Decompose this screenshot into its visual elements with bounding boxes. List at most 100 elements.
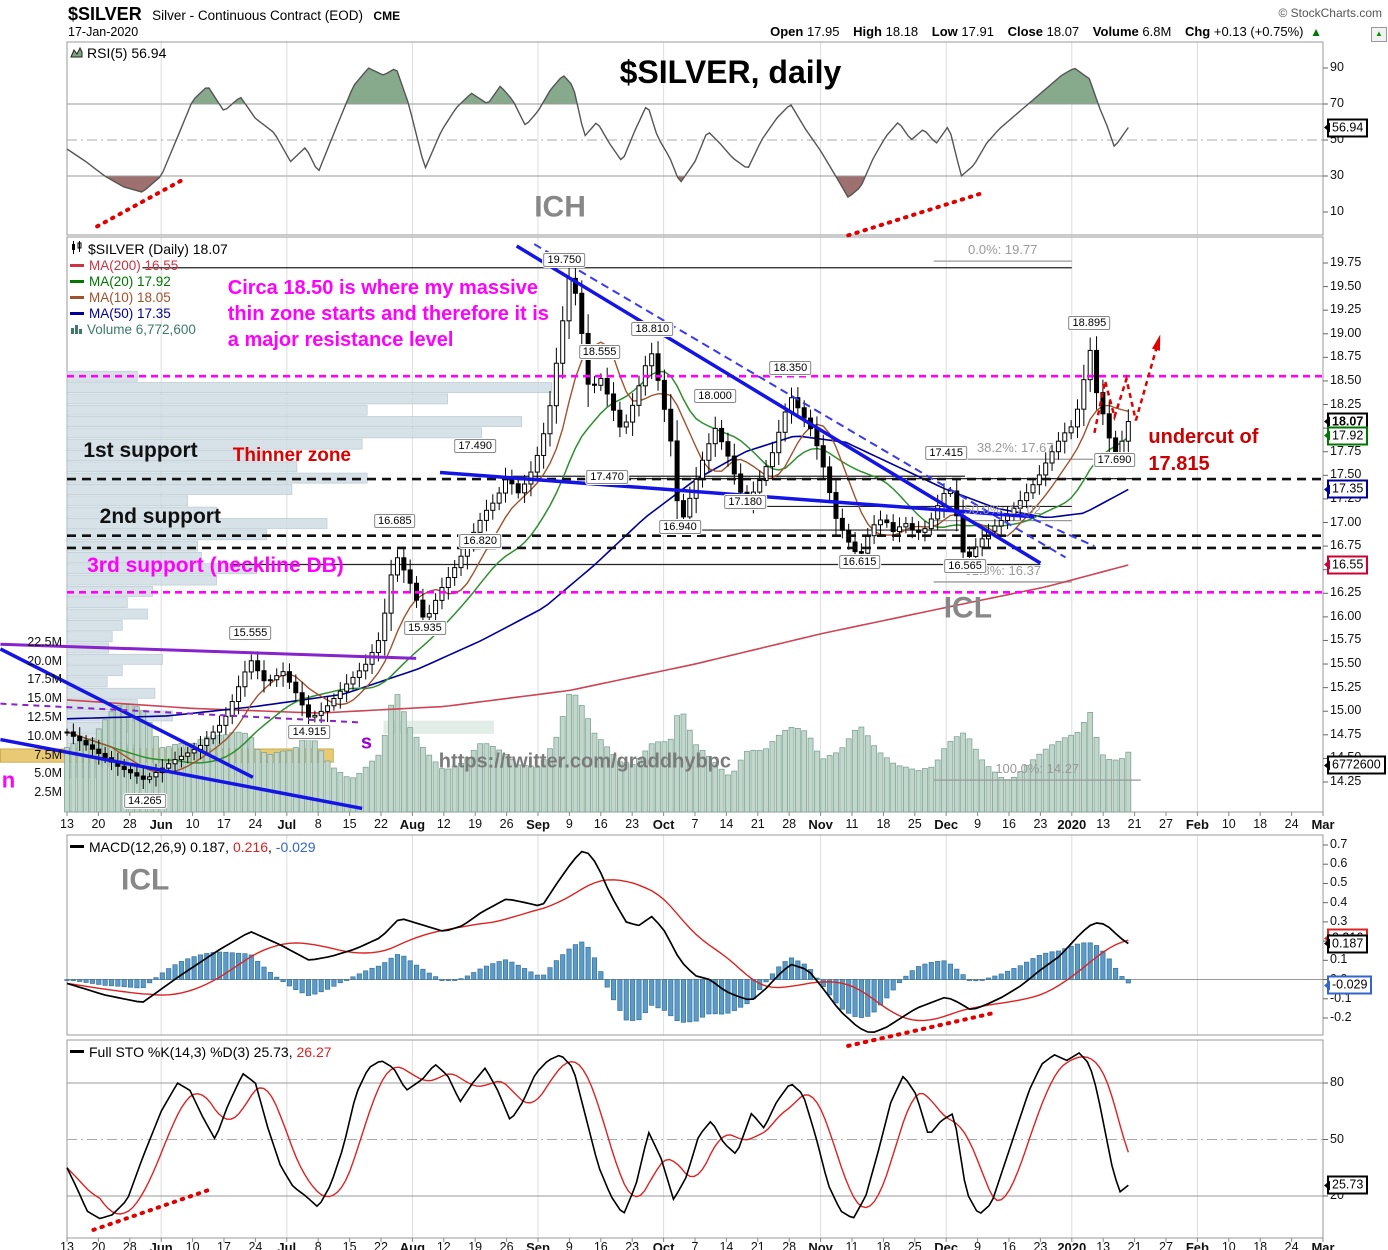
macd-histogram-bar: [890, 979, 896, 991]
volume-bar: [1093, 736, 1100, 813]
x-axis-tick-label: 18: [876, 817, 891, 831]
macd-histogram-bar: [788, 957, 795, 980]
volume-bar: [102, 719, 109, 813]
high-value: 18.18: [885, 24, 919, 39]
candle-body: [820, 445, 826, 468]
macd-histogram-bar: [871, 979, 877, 1013]
x-axis-tick-label: Jun: [149, 817, 173, 832]
candle-body: [795, 397, 801, 409]
macd-histogram-bar: [801, 963, 807, 980]
y-axis-tick-label: 16.75: [1330, 538, 1362, 553]
candle-body: [992, 525, 998, 532]
macd-histogram-bar: [344, 979, 350, 981]
macd-histogram-bar: [337, 979, 343, 984]
volume-bar: [877, 752, 884, 813]
x-axis-tick-label: Jun: [149, 1240, 173, 1250]
volume-bar: [369, 760, 375, 813]
x-axis-tick-label: 2020: [1057, 817, 1087, 832]
x-axis-tick-label: 27: [1159, 1240, 1173, 1250]
macd-histogram-bar: [642, 979, 648, 1014]
macd-histogram-bar: [102, 979, 108, 986]
candle-body: [731, 455, 737, 475]
candle-body: [960, 515, 966, 553]
candle-body: [477, 519, 483, 533]
collapse-arrow-icon[interactable]: ▲: [1371, 27, 1387, 42]
price-pivot-label: 16.615: [838, 555, 881, 570]
chart-date: 17-Jan-2020: [68, 25, 139, 39]
volume-bar: [210, 735, 217, 813]
macd-histogram-bar: [420, 968, 426, 980]
ma-legend-row: MA(20) 17.92: [70, 273, 228, 289]
x-axis-tick-label: Feb: [1185, 1240, 1209, 1250]
macd-histogram-bar: [896, 979, 903, 984]
trendline: [0, 647, 254, 779]
volume-bar: [1049, 744, 1055, 813]
candle-body: [1030, 484, 1036, 494]
candle-body: [312, 714, 318, 718]
x-axis-tick-label: 9: [565, 1240, 573, 1250]
x-axis-tick-label: 10: [1221, 1240, 1236, 1250]
support-3-label: 3rd support (neckline DB): [87, 553, 344, 577]
y-axis-tick-label: 17.00: [1330, 514, 1362, 529]
macd-histogram-bar: [738, 979, 744, 1008]
volume-bar: [1011, 776, 1017, 813]
volume-bar: [311, 740, 318, 813]
x-axis-tick-label: 13: [1096, 1240, 1111, 1250]
macd-histogram-bar: [318, 979, 324, 993]
candle-body: [776, 431, 782, 454]
macd-histogram-bar: [1100, 950, 1106, 980]
candle-body: [1024, 492, 1030, 502]
candle-body: [1125, 421, 1131, 442]
y-axis-tick-label: 19.75: [1330, 255, 1362, 269]
macd-histogram-bar: [452, 979, 458, 981]
macd-histogram-bar: [401, 955, 407, 980]
volume-bar: [998, 777, 1005, 813]
candle-body: [1081, 379, 1087, 410]
low-value: 17.91: [961, 24, 994, 39]
macd-histogram-bar: [1030, 958, 1036, 980]
macd-histogram-bar: [649, 979, 655, 1006]
price-pivot-label: 18.810: [631, 322, 674, 337]
macd-histogram-bar: [445, 979, 451, 981]
candle-body: [553, 362, 559, 407]
volume-bar: [375, 754, 382, 813]
volume-bar: [960, 732, 966, 813]
macd-histogram-bar: [877, 979, 884, 1006]
candle-body: [89, 744, 95, 750]
red-dotted-trendline: [846, 190, 988, 238]
s-label: s: [360, 731, 373, 754]
volume-bar: [826, 755, 833, 813]
candle-body: [655, 353, 661, 381]
x-axis-tick-label: 15: [342, 817, 357, 831]
volume-by-price-bar: [66, 484, 293, 495]
x-axis-tick-label: Sep: [526, 1240, 550, 1250]
volume-bar: [623, 762, 630, 813]
macd-histogram-bar: [483, 965, 489, 980]
macd-histogram-bar: [197, 954, 204, 980]
candle-body: [363, 663, 369, 672]
macd-histogram-bar: [553, 960, 559, 980]
volume-bar: [331, 767, 337, 813]
macd-histogram-bar: [350, 976, 356, 980]
volume-bar: [134, 706, 140, 813]
volume-bar: [413, 736, 420, 813]
sto-d-line: [66, 1056, 1129, 1215]
macd-histogram-bar: [610, 979, 617, 1001]
price-pivot-label: 16.940: [659, 520, 701, 535]
volume-bar: [833, 752, 839, 813]
candle-body: [210, 731, 216, 740]
candle-body: [242, 671, 248, 688]
x-axis-tick-label: 13: [60, 1240, 74, 1250]
macd-histogram-bar: [413, 964, 420, 980]
volume-bar: [1030, 759, 1036, 813]
volume-bar: [680, 713, 687, 813]
macd-histogram-bar: [712, 979, 718, 1015]
volume-bar: [394, 694, 401, 813]
axis-value-badge: 16.55: [1327, 555, 1369, 575]
candle-body: [560, 320, 566, 364]
volume-bars-icon: [70, 322, 83, 337]
y-axis-tick-label: 19.00: [1330, 325, 1362, 340]
volume-bar: [64, 747, 70, 813]
y-axis-tick-label: 15.25: [1330, 679, 1362, 694]
resistance-note-line: Circa 18.50 is where my massive: [227, 277, 538, 300]
